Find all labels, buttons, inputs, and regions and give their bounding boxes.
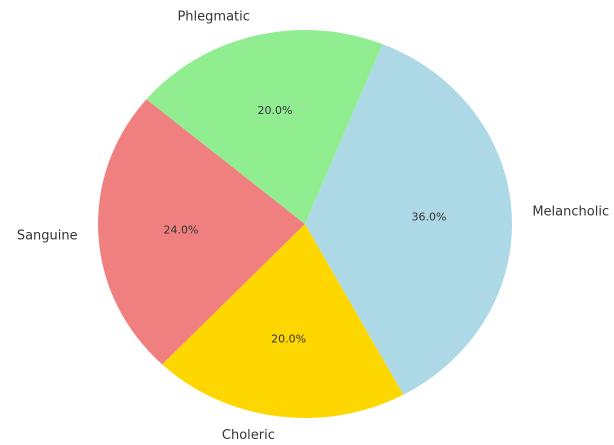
pie-slice: [97, 99, 305, 365]
percent-label: 36.0%: [412, 211, 447, 224]
percent-label: 20.0%: [271, 332, 306, 345]
slice-label: Sanguine: [17, 228, 78, 243]
percent-label: 24.0%: [164, 223, 199, 236]
slice-label: Phlegmatic: [177, 9, 249, 24]
pie-slice: [162, 224, 404, 419]
pie-slice: [146, 29, 383, 225]
slice-label: Choleric: [222, 428, 275, 443]
pie-slice: [305, 44, 513, 395]
percent-label: 20.0%: [257, 104, 292, 117]
slice-label: Melancholic: [532, 205, 609, 220]
